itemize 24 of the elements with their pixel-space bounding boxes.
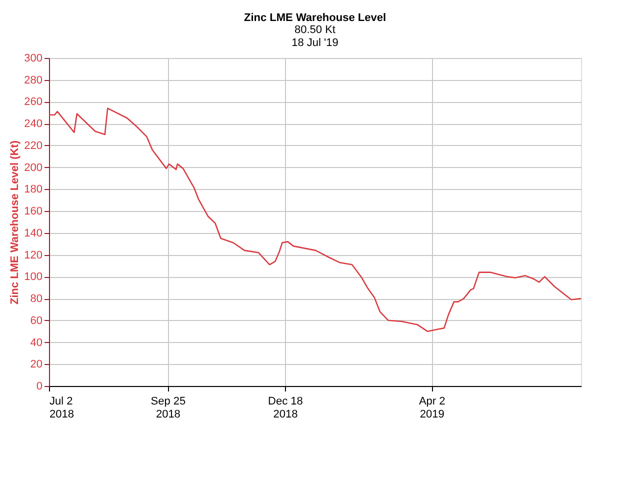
y-tick-label: 80 <box>30 293 42 306</box>
x-tick-label: Jul 2 2018 <box>50 396 74 420</box>
y-tick-label: 160 <box>24 206 42 218</box>
chart-subtitle: 80.50 Kt 18 Jul '19 <box>292 24 338 49</box>
chart-title: Zinc LME Warehouse Level <box>244 12 386 24</box>
x-tick-label: Dec 18 2018 <box>268 396 303 420</box>
y-tick-label: 280 <box>24 74 42 86</box>
y-tick-label: 20 <box>30 358 42 371</box>
x-tick-label: Sep 25 2018 <box>150 396 186 420</box>
y-tick-label: 40 <box>30 336 42 349</box>
y-tick-label: 100 <box>24 271 42 284</box>
y-tick-label: 140 <box>24 227 42 240</box>
x-tick-label: Apr 2 2019 <box>418 396 446 420</box>
y-tick-label: 300 <box>24 52 42 64</box>
y-tick-label: 260 <box>24 96 42 108</box>
line-series <box>48 108 582 332</box>
y-tick-label: 240 <box>24 118 42 130</box>
y-tick-label: 60 <box>30 314 42 327</box>
y-axis-title: Zinc LME Warehouse Level (Kt) <box>9 140 22 305</box>
y-tick-label: 220 <box>24 140 42 152</box>
y-tick-label: 180 <box>24 184 42 196</box>
y-tick-label: 120 <box>24 249 42 262</box>
y-tick-label: 0 <box>36 380 42 392</box>
y-tick-label: 200 <box>24 162 42 174</box>
